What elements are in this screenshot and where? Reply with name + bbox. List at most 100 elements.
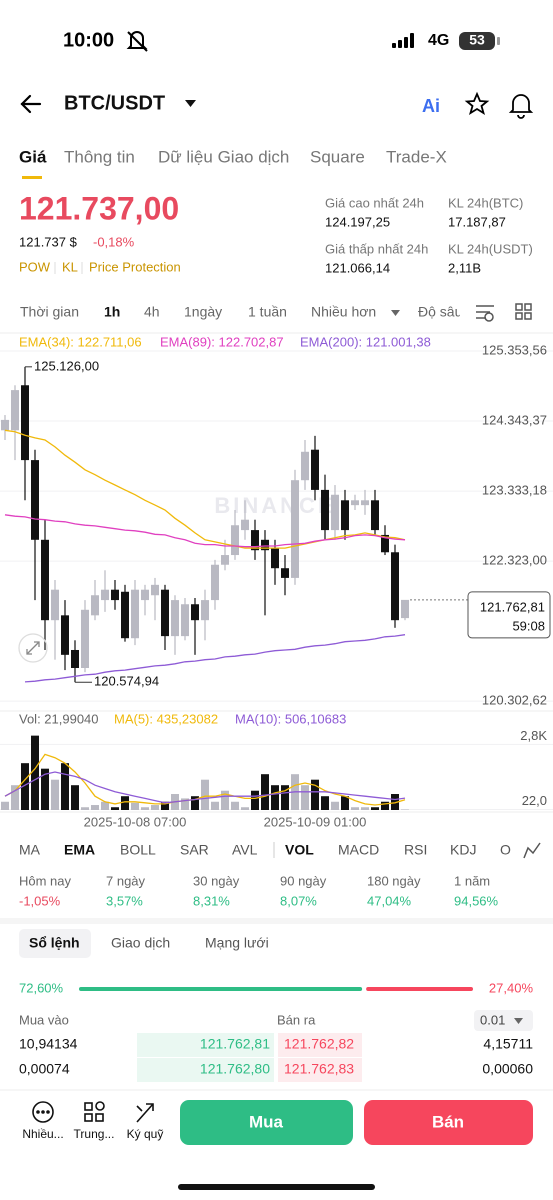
- tag[interactable]: POW: [19, 259, 51, 274]
- indicator[interactable]: EMA: [64, 842, 95, 858]
- ask-amount: 0,00060: [482, 1061, 533, 1077]
- candle-body: [261, 539, 269, 551]
- y-tick-label: 125.353,56: [482, 342, 547, 357]
- order-tab[interactable]: Giao dịch: [111, 935, 170, 951]
- tab[interactable]: Square: [310, 147, 365, 166]
- indicator[interactable]: O: [500, 842, 511, 858]
- legend-item: EMA(89): 122.702,87: [160, 334, 284, 349]
- price-change: -0,18%: [93, 234, 135, 249]
- buy-button[interactable]: [180, 1100, 353, 1145]
- volume-bar: [191, 796, 199, 810]
- order-tab[interactable]: Sổ lệnh: [29, 935, 80, 951]
- indicator-settings[interactable]: [523, 842, 541, 859]
- sell-label[interactable]: Bán: [432, 1112, 464, 1131]
- more-icon[interactable]: [32, 1101, 54, 1123]
- margin-icon[interactable]: [136, 1103, 154, 1123]
- more-caret[interactable]: [391, 310, 400, 316]
- mute-icon: [126, 31, 148, 52]
- interval[interactable]: 4h: [144, 304, 160, 320]
- volume-bar: [141, 807, 149, 810]
- bottom-item[interactable]: Trung...: [74, 1127, 115, 1141]
- indicator[interactable]: MACD: [338, 842, 379, 858]
- precision-caret[interactable]: [514, 1018, 523, 1024]
- stat-value: 121.066,14: [325, 260, 390, 275]
- pair-title[interactable]: BTC/USDT: [64, 92, 165, 114]
- bottom-item[interactable]: Nhiều...: [22, 1127, 63, 1141]
- volume-bar: [41, 768, 49, 810]
- volume-bar: [51, 779, 59, 810]
- candle-body: [351, 500, 359, 506]
- candle-body: [241, 519, 249, 531]
- period-value: 3,57%: [106, 893, 143, 908]
- indicators: MA EMA BOLL SAR AVL VOL MACD RSI KDJ O: [19, 842, 511, 858]
- period-label: 180 ngày: [367, 873, 421, 888]
- bottom-item[interactable]: Ký quỹ: [127, 1127, 164, 1141]
- tab[interactable]: Thông tin: [64, 147, 135, 166]
- expand-icon[interactable]: [18, 633, 48, 663]
- indicator[interactable]: BOLL: [120, 842, 156, 858]
- status-time: 10:00: [63, 29, 114, 51]
- indicator[interactable]: RSI: [404, 842, 427, 858]
- sell-ratio: 27,40%: [489, 980, 534, 995]
- interval[interactable]: Độ sâu: [418, 304, 462, 320]
- interval[interactable]: 1ngày: [184, 304, 222, 320]
- tag[interactable]: KL: [62, 259, 78, 274]
- volume-bar: [31, 735, 39, 810]
- bid-amount: 0,00074: [19, 1061, 70, 1077]
- ma-line: [4, 771, 406, 804]
- precision[interactable]: 0.01: [480, 1012, 505, 1027]
- precision-select[interactable]: [474, 1010, 533, 1031]
- candle-body: [371, 500, 379, 531]
- candle-body: [331, 494, 339, 531]
- favorite-icon[interactable]: [464, 91, 490, 115]
- back-button[interactable]: [20, 94, 42, 114]
- candle-body: [381, 534, 389, 553]
- ma-line: [4, 753, 406, 806]
- sell-button[interactable]: [364, 1100, 533, 1145]
- tag[interactable]: Price Protection: [89, 259, 181, 274]
- tab-indicator: [22, 176, 42, 179]
- legend-item: MA(5): 435,23082: [114, 711, 218, 726]
- watermark: BINANCE: [214, 493, 335, 518]
- pair-caret[interactable]: [185, 100, 196, 107]
- candle-body: [91, 595, 99, 616]
- volume-bar: [251, 790, 259, 810]
- interval[interactable]: 1 tuần: [248, 304, 287, 320]
- interval[interactable]: Thời gian: [20, 304, 79, 320]
- candle-body: [71, 649, 79, 669]
- interval[interactable]: Nhiều hơn: [311, 304, 376, 320]
- tab[interactable]: Trade-X: [386, 147, 447, 166]
- annotation: 125.126,00: [34, 358, 99, 373]
- sell-bar: [366, 987, 473, 991]
- candle-body: [231, 525, 239, 556]
- layout-icon[interactable]: [515, 303, 532, 320]
- battery-level: 53: [469, 32, 485, 48]
- candle-body: [21, 385, 29, 461]
- indicator[interactable]: MA: [19, 842, 41, 858]
- buy-ratio: 72,60%: [19, 980, 64, 995]
- volume-bar: [351, 807, 359, 810]
- order-tab[interactable]: Mạng lưới: [205, 935, 269, 951]
- indicator[interactable]: SAR: [180, 842, 209, 858]
- center-icon[interactable]: [84, 1101, 105, 1122]
- interval[interactable]: 1h: [104, 304, 120, 320]
- ai-icon[interactable]: Ai: [422, 96, 440, 116]
- stats: Giá cao nhất 24h 124.197,25 KL 24h(BTC) 17.…: [325, 195, 533, 275]
- x-tick-label: 2025-10-08 07:00: [84, 814, 187, 829]
- alert-icon[interactable]: [508, 94, 534, 119]
- indicator[interactable]: VOL: [285, 842, 314, 858]
- volume-bar: [371, 807, 379, 810]
- last-price-label: 121.762,81: [480, 599, 545, 614]
- draw-tool-icon[interactable]: [476, 305, 494, 322]
- countdown: 59:08: [512, 618, 545, 633]
- candle-body: [391, 552, 399, 621]
- buy-label[interactable]: Mua: [249, 1112, 284, 1131]
- tab[interactable]: Giá: [19, 147, 47, 166]
- indicator[interactable]: KDJ: [450, 842, 476, 858]
- candle-body: [1, 419, 9, 431]
- legend-item: Vol: 21,99040: [19, 711, 99, 726]
- network: 4G: [428, 32, 449, 49]
- indicator[interactable]: AVL: [232, 842, 258, 858]
- ask-depth: [278, 1058, 362, 1082]
- tab[interactable]: Dữ liệu Giao dịch: [158, 147, 289, 166]
